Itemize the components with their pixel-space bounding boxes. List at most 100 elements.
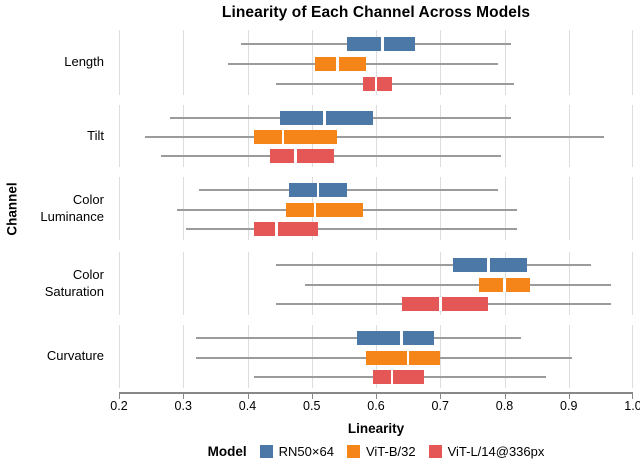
boxplot-median (313, 202, 317, 217)
y-category-label: Length (64, 54, 104, 70)
boxplot-box (453, 258, 527, 273)
boxplot-whisker (186, 228, 518, 231)
boxplot-whisker (276, 264, 592, 267)
boxplot-box (363, 76, 393, 91)
gridline (183, 325, 185, 388)
x-axis-title: Linearity (347, 421, 405, 436)
gridline (247, 177, 249, 240)
boxplot-box (279, 111, 373, 126)
legend-items: RN50×64 ViT-B/32 ViT-L/14@336px (259, 444, 545, 459)
x-axis-tick-label: 0.4 (238, 399, 257, 413)
legend-item-label: ViT-L/14@336px (447, 444, 545, 459)
x-axis-tick-label: 0.2 (110, 399, 128, 413)
boxplot-box (269, 149, 335, 164)
boxplot-box (286, 202, 364, 217)
gridline (440, 252, 442, 315)
gridline (568, 252, 570, 315)
channel-panel (119, 177, 633, 240)
gridline (311, 325, 313, 388)
gridline (504, 177, 506, 240)
gridline (632, 30, 633, 95)
x-axis-tick (183, 393, 185, 399)
legend-title: Model (207, 444, 247, 459)
legend: Model RN50×64 ViT-B/32 ViT-L/14@336px (119, 444, 633, 459)
gridline (376, 252, 377, 315)
gridline (504, 30, 506, 95)
boxplot-median (390, 370, 394, 385)
x-axis-tick-label: 0.7 (431, 399, 449, 413)
gridline (183, 105, 185, 167)
y-category-label: Tilt (87, 127, 104, 143)
gridline (440, 177, 442, 240)
gridline (247, 105, 249, 167)
gridline (183, 252, 185, 315)
boxplot-median (294, 149, 297, 164)
boxplot-box (347, 36, 415, 51)
boxplot-median (316, 183, 320, 198)
legend-item-label: ViT-B/32 (365, 444, 416, 459)
y-axis-title: Channel (4, 182, 20, 236)
gridline (119, 325, 120, 388)
gridline (504, 105, 506, 167)
y-category-label: Curvature (46, 348, 104, 364)
x-axis-tick-label: 0.8 (495, 399, 514, 413)
boxplot-median (281, 130, 285, 145)
legend-swatch-icon (428, 445, 442, 458)
boxplot-box (366, 350, 441, 365)
boxplot-median (439, 297, 442, 312)
x-axis-tick (568, 393, 570, 399)
gridline (247, 30, 249, 95)
x-axis-line (119, 392, 633, 394)
x-axis-tick-label: 0.9 (560, 399, 578, 413)
x-axis-tick-label: 0.3 (174, 399, 192, 413)
boxplot-whisker (305, 283, 611, 286)
gridline (504, 325, 506, 388)
x-axis-tick-label: 1.0 (624, 399, 640, 413)
gridline (632, 177, 633, 240)
boxplot-whisker (144, 136, 605, 139)
gridline (440, 105, 442, 167)
channel-panel (119, 325, 633, 388)
x-axis-tick (504, 393, 506, 399)
gridline (183, 177, 185, 240)
x-axis-tick (632, 393, 633, 399)
boxplot-whisker (276, 82, 515, 85)
gridline (376, 177, 377, 240)
chart-title: Linearity of Each Channel Across Models (221, 4, 531, 21)
gridline (311, 30, 313, 95)
boxplot-median (336, 56, 339, 71)
gridline (119, 30, 120, 95)
channel-panel (119, 105, 633, 167)
gridline (247, 252, 249, 315)
legend-swatch-icon (346, 445, 360, 458)
x-axis-tick (311, 393, 313, 399)
boxplot-median (487, 258, 490, 273)
boxplot-median (400, 331, 403, 346)
boxplot-median (406, 350, 410, 365)
gridline (183, 30, 185, 95)
legend-swatch-icon (259, 445, 273, 458)
x-axis-tick (247, 393, 249, 399)
x-axis-tick-label: 0.5 (303, 399, 321, 413)
gridline (440, 30, 442, 95)
channel-panel (119, 30, 633, 95)
gridline (119, 177, 120, 240)
boxplot-box (253, 222, 319, 237)
boxplot-median (275, 222, 278, 237)
boxplot-median (374, 76, 378, 91)
gridline (119, 252, 120, 315)
gridline (632, 252, 633, 315)
x-axis-tick (119, 393, 120, 399)
legend-item: ViT-B/32 (346, 444, 416, 459)
boxplot-whisker (199, 189, 499, 192)
gridline (119, 105, 120, 167)
boxplot-box (356, 331, 434, 346)
x-axis-tick (376, 393, 377, 399)
gridline (440, 325, 442, 388)
gridline (376, 30, 377, 95)
gridline (376, 105, 377, 167)
gridline (632, 105, 633, 167)
gridline (568, 177, 570, 240)
boxplot-median (381, 36, 384, 51)
